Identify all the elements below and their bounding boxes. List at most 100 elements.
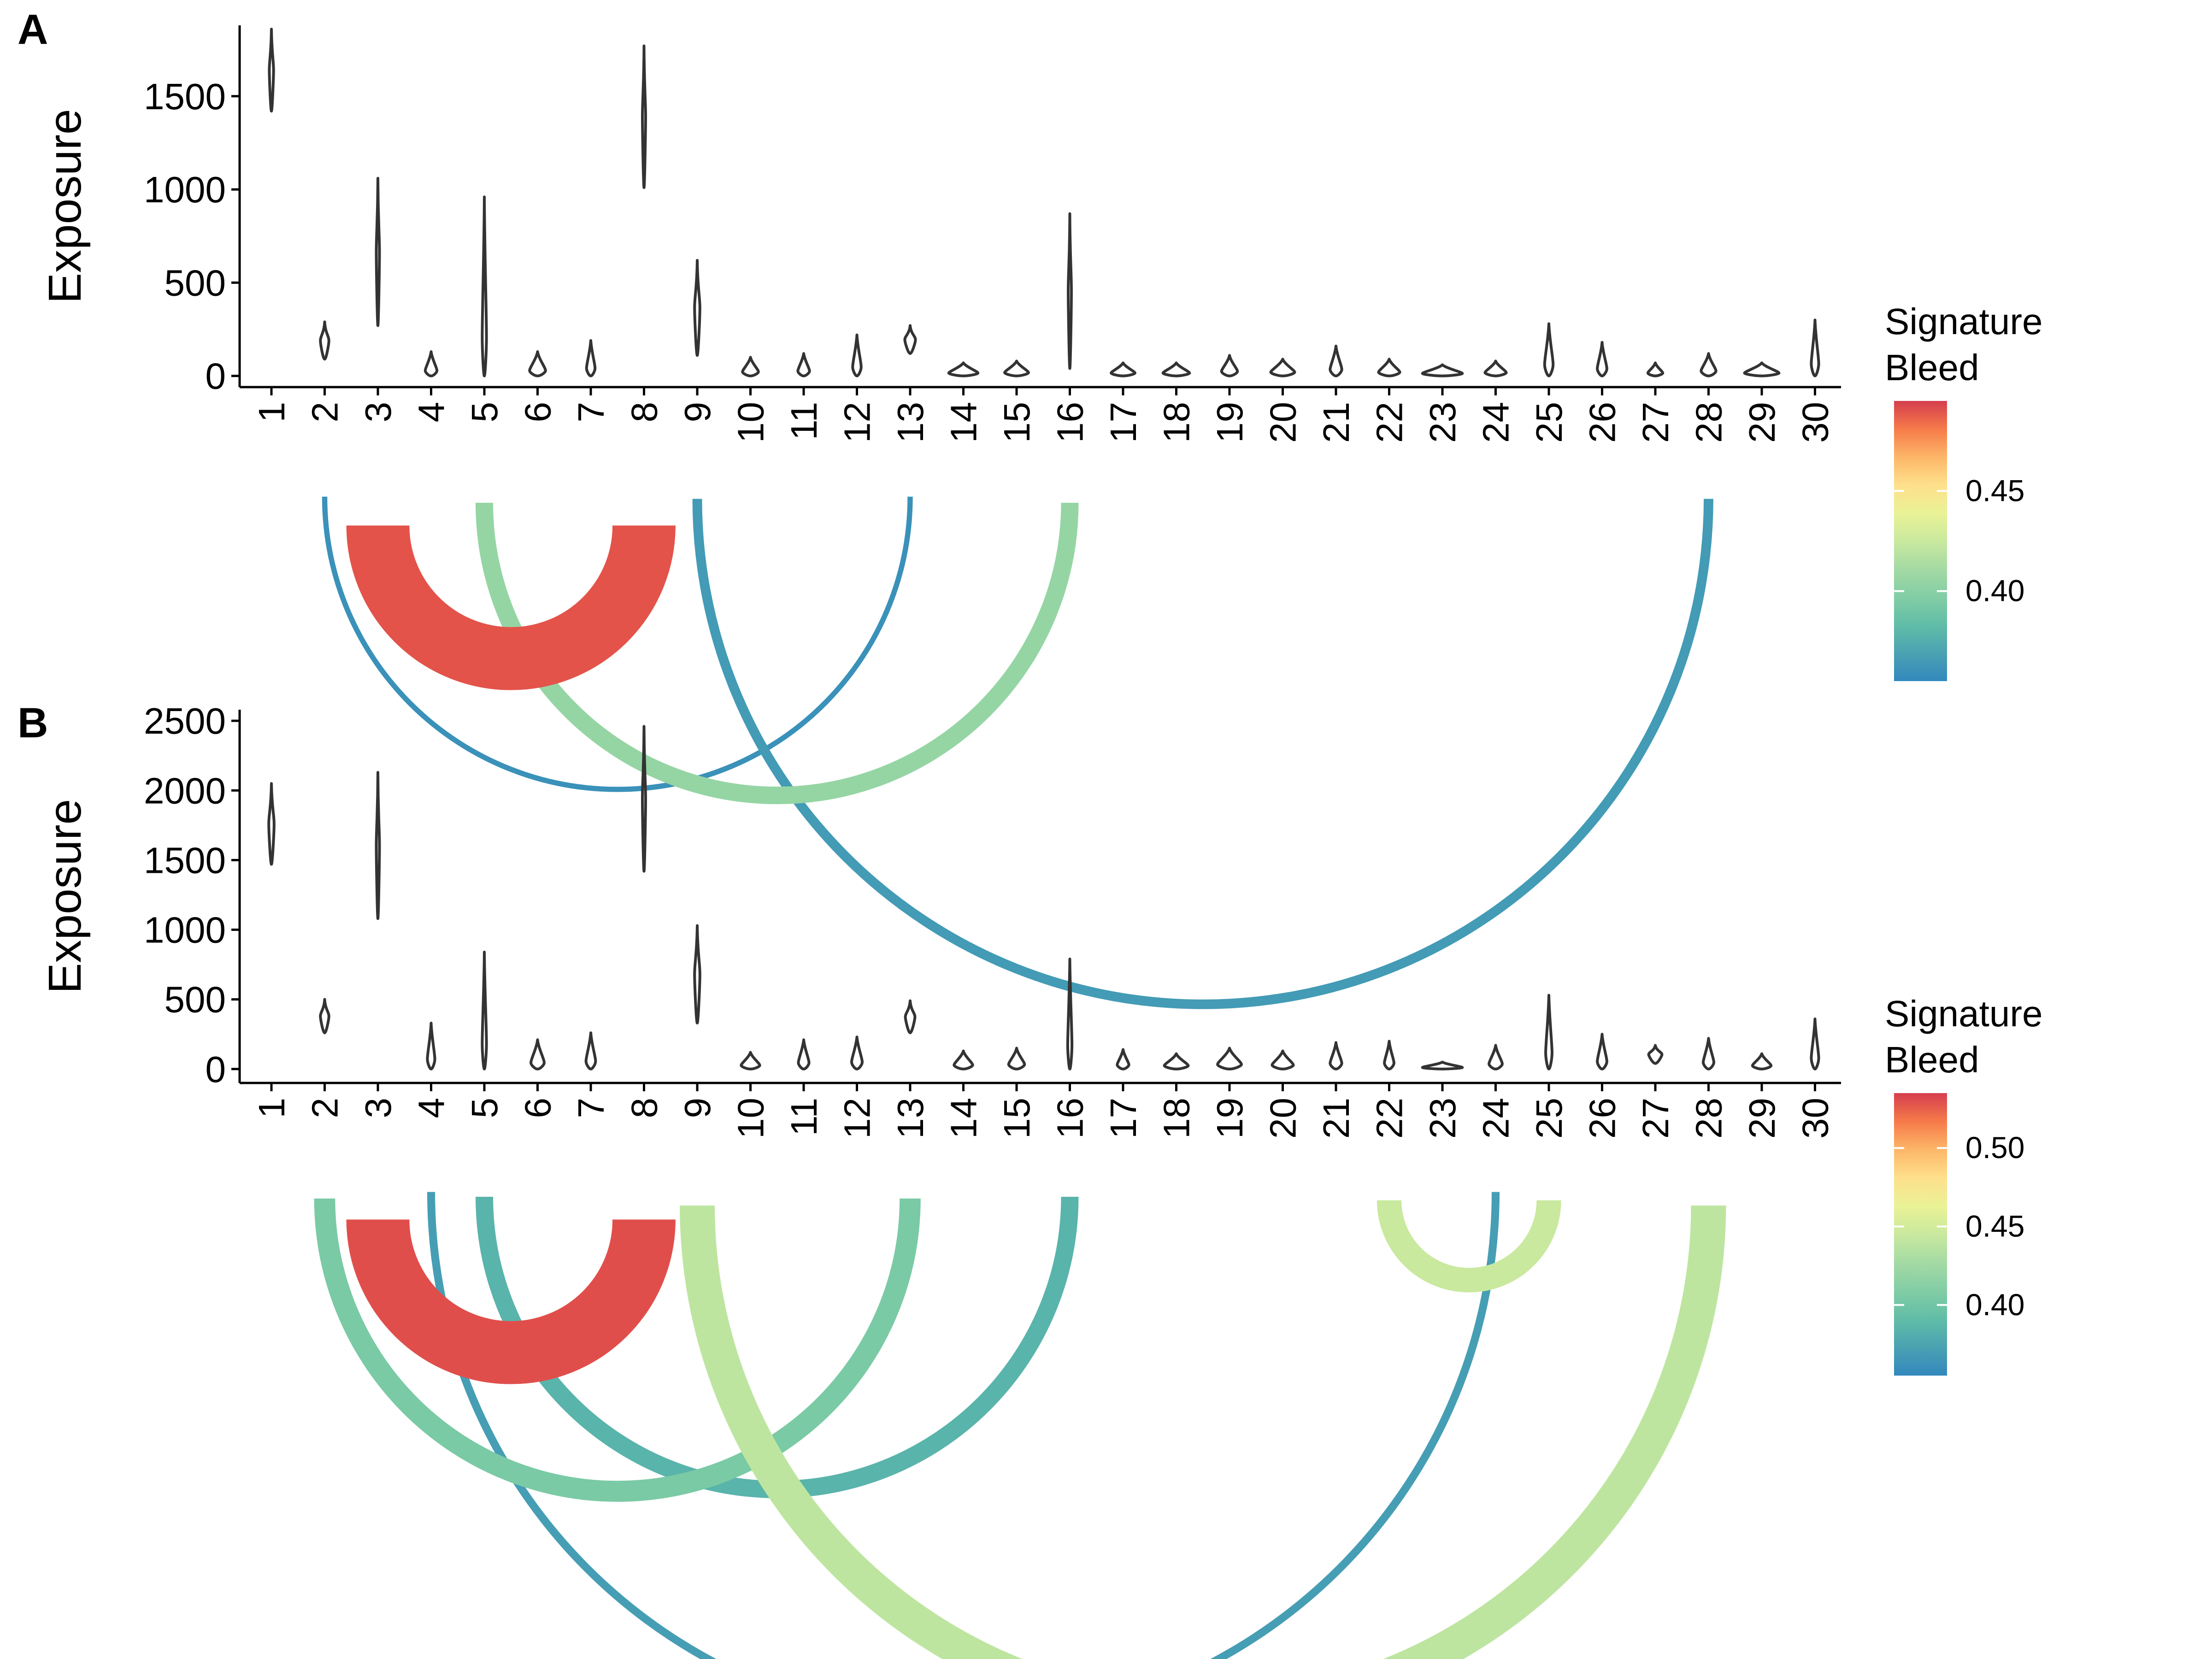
y-axis-title: Exposure	[39, 799, 91, 994]
x-tick-label: 15	[996, 402, 1037, 443]
violin-6	[528, 350, 547, 377]
x-tick-label: 26	[1582, 1098, 1623, 1139]
violin-24	[1483, 359, 1508, 377]
violin-12	[851, 333, 863, 377]
x-tick-label: 22	[1369, 1098, 1410, 1139]
x-tick-label: 18	[1156, 1098, 1197, 1139]
violin-3	[375, 771, 381, 920]
x-tick-label: 2	[305, 1098, 346, 1118]
x-tick-label: 17	[1103, 402, 1144, 443]
x-tick-label: 30	[1795, 402, 1836, 443]
x-tick-label: 11	[783, 402, 824, 440]
x-tick-label: 30	[1795, 1098, 1836, 1139]
arc-3-8	[346, 1219, 676, 1384]
arc-22-25	[1377, 1200, 1561, 1293]
legend-tick-label: 0.50	[1965, 1130, 2024, 1165]
violin-28	[1700, 352, 1718, 377]
x-tick-label: 19	[1209, 1098, 1250, 1139]
x-tick-label: 7	[571, 1098, 612, 1118]
violin-16	[1066, 958, 1074, 1071]
x-tick-label: 13	[890, 402, 931, 443]
violin-25	[1544, 994, 1553, 1071]
violin-7	[585, 339, 597, 377]
panel-label: A	[18, 6, 48, 53]
y-tick-label: 500	[165, 262, 226, 303]
x-tick-label: 13	[890, 1098, 931, 1139]
legend-colorbar	[1894, 1093, 1947, 1376]
violin-21	[1329, 1041, 1343, 1071]
violin-23	[1421, 363, 1464, 377]
violin-4	[424, 350, 439, 377]
x-tick-label: 27	[1635, 402, 1676, 443]
x-tick-label: 28	[1688, 402, 1730, 443]
violin-15	[1007, 1047, 1026, 1071]
violin-18	[1161, 361, 1191, 377]
violin-18	[1163, 1052, 1190, 1071]
arc-2-13	[314, 1198, 921, 1502]
legend-tick-label: 0.45	[1965, 473, 2024, 507]
x-tick-label: 21	[1316, 402, 1357, 443]
x-tick-label: 25	[1529, 1098, 1570, 1139]
arc-2-13	[322, 496, 913, 792]
x-tick-label: 12	[837, 1098, 878, 1139]
y-tick-label: 2000	[144, 770, 226, 811]
violin-7	[584, 1031, 597, 1071]
violin-26	[1596, 1033, 1608, 1071]
violin-28	[1701, 1037, 1716, 1071]
y-tick-label: 1500	[144, 76, 226, 117]
violin-19	[1216, 1047, 1243, 1071]
arc-3-8	[346, 525, 676, 690]
violin-5	[481, 195, 488, 377]
legend-tick-label: 0.40	[1965, 1288, 2024, 1322]
violin-8	[641, 725, 647, 873]
x-tick-label: 25	[1529, 402, 1570, 443]
violin-6	[529, 1038, 546, 1071]
legend-tick-label: 0.45	[1965, 1209, 2024, 1243]
violin-29	[1743, 361, 1781, 377]
x-tick-label: 14	[943, 402, 984, 443]
violin-30	[1810, 318, 1820, 377]
violin-15	[1003, 359, 1030, 377]
legend-title-line1: Signature	[1885, 301, 2042, 342]
x-tick-label: 5	[464, 402, 505, 423]
x-tick-label: 21	[1316, 1098, 1357, 1139]
x-tick-label: 9	[677, 1098, 718, 1118]
x-tick-label: 6	[518, 402, 559, 423]
x-tick-label: 23	[1422, 402, 1463, 443]
violin-23	[1421, 1060, 1464, 1071]
x-tick-label: 1	[251, 1098, 292, 1118]
y-tick-label: 0	[206, 1049, 226, 1090]
x-tick-label: 2	[305, 402, 346, 423]
y-tick-label: 1000	[144, 910, 226, 951]
y-tick-label: 1000	[144, 169, 226, 210]
violin-3	[375, 176, 381, 327]
violin-20	[1269, 358, 1296, 377]
violin-14	[947, 361, 980, 377]
x-tick-label: 29	[1741, 402, 1783, 443]
x-tick-label: 6	[518, 1098, 559, 1118]
arc-4-24	[427, 1192, 1500, 1659]
x-tick-label: 26	[1582, 402, 1623, 443]
violin-26	[1596, 341, 1608, 377]
violin-9	[693, 259, 701, 357]
violin-11	[797, 1038, 811, 1071]
violin-12	[850, 1035, 864, 1071]
x-tick-label: 19	[1209, 402, 1250, 443]
x-tick-label: 17	[1103, 1098, 1144, 1139]
violin-5	[481, 950, 488, 1071]
x-tick-label: 18	[1156, 402, 1197, 443]
x-tick-label: 10	[730, 402, 771, 443]
violin-2	[319, 998, 330, 1035]
legend-title-line2: Bleed	[1885, 347, 1979, 388]
x-tick-label: 4	[411, 1098, 452, 1118]
violin-4	[426, 1022, 436, 1071]
violin-29	[1751, 1052, 1773, 1071]
panel-label: B	[18, 700, 48, 747]
x-tick-label: 15	[996, 1098, 1037, 1139]
x-tick-label: 23	[1422, 1098, 1463, 1139]
violin-16	[1067, 212, 1073, 370]
arc-9-28	[692, 499, 1713, 1010]
